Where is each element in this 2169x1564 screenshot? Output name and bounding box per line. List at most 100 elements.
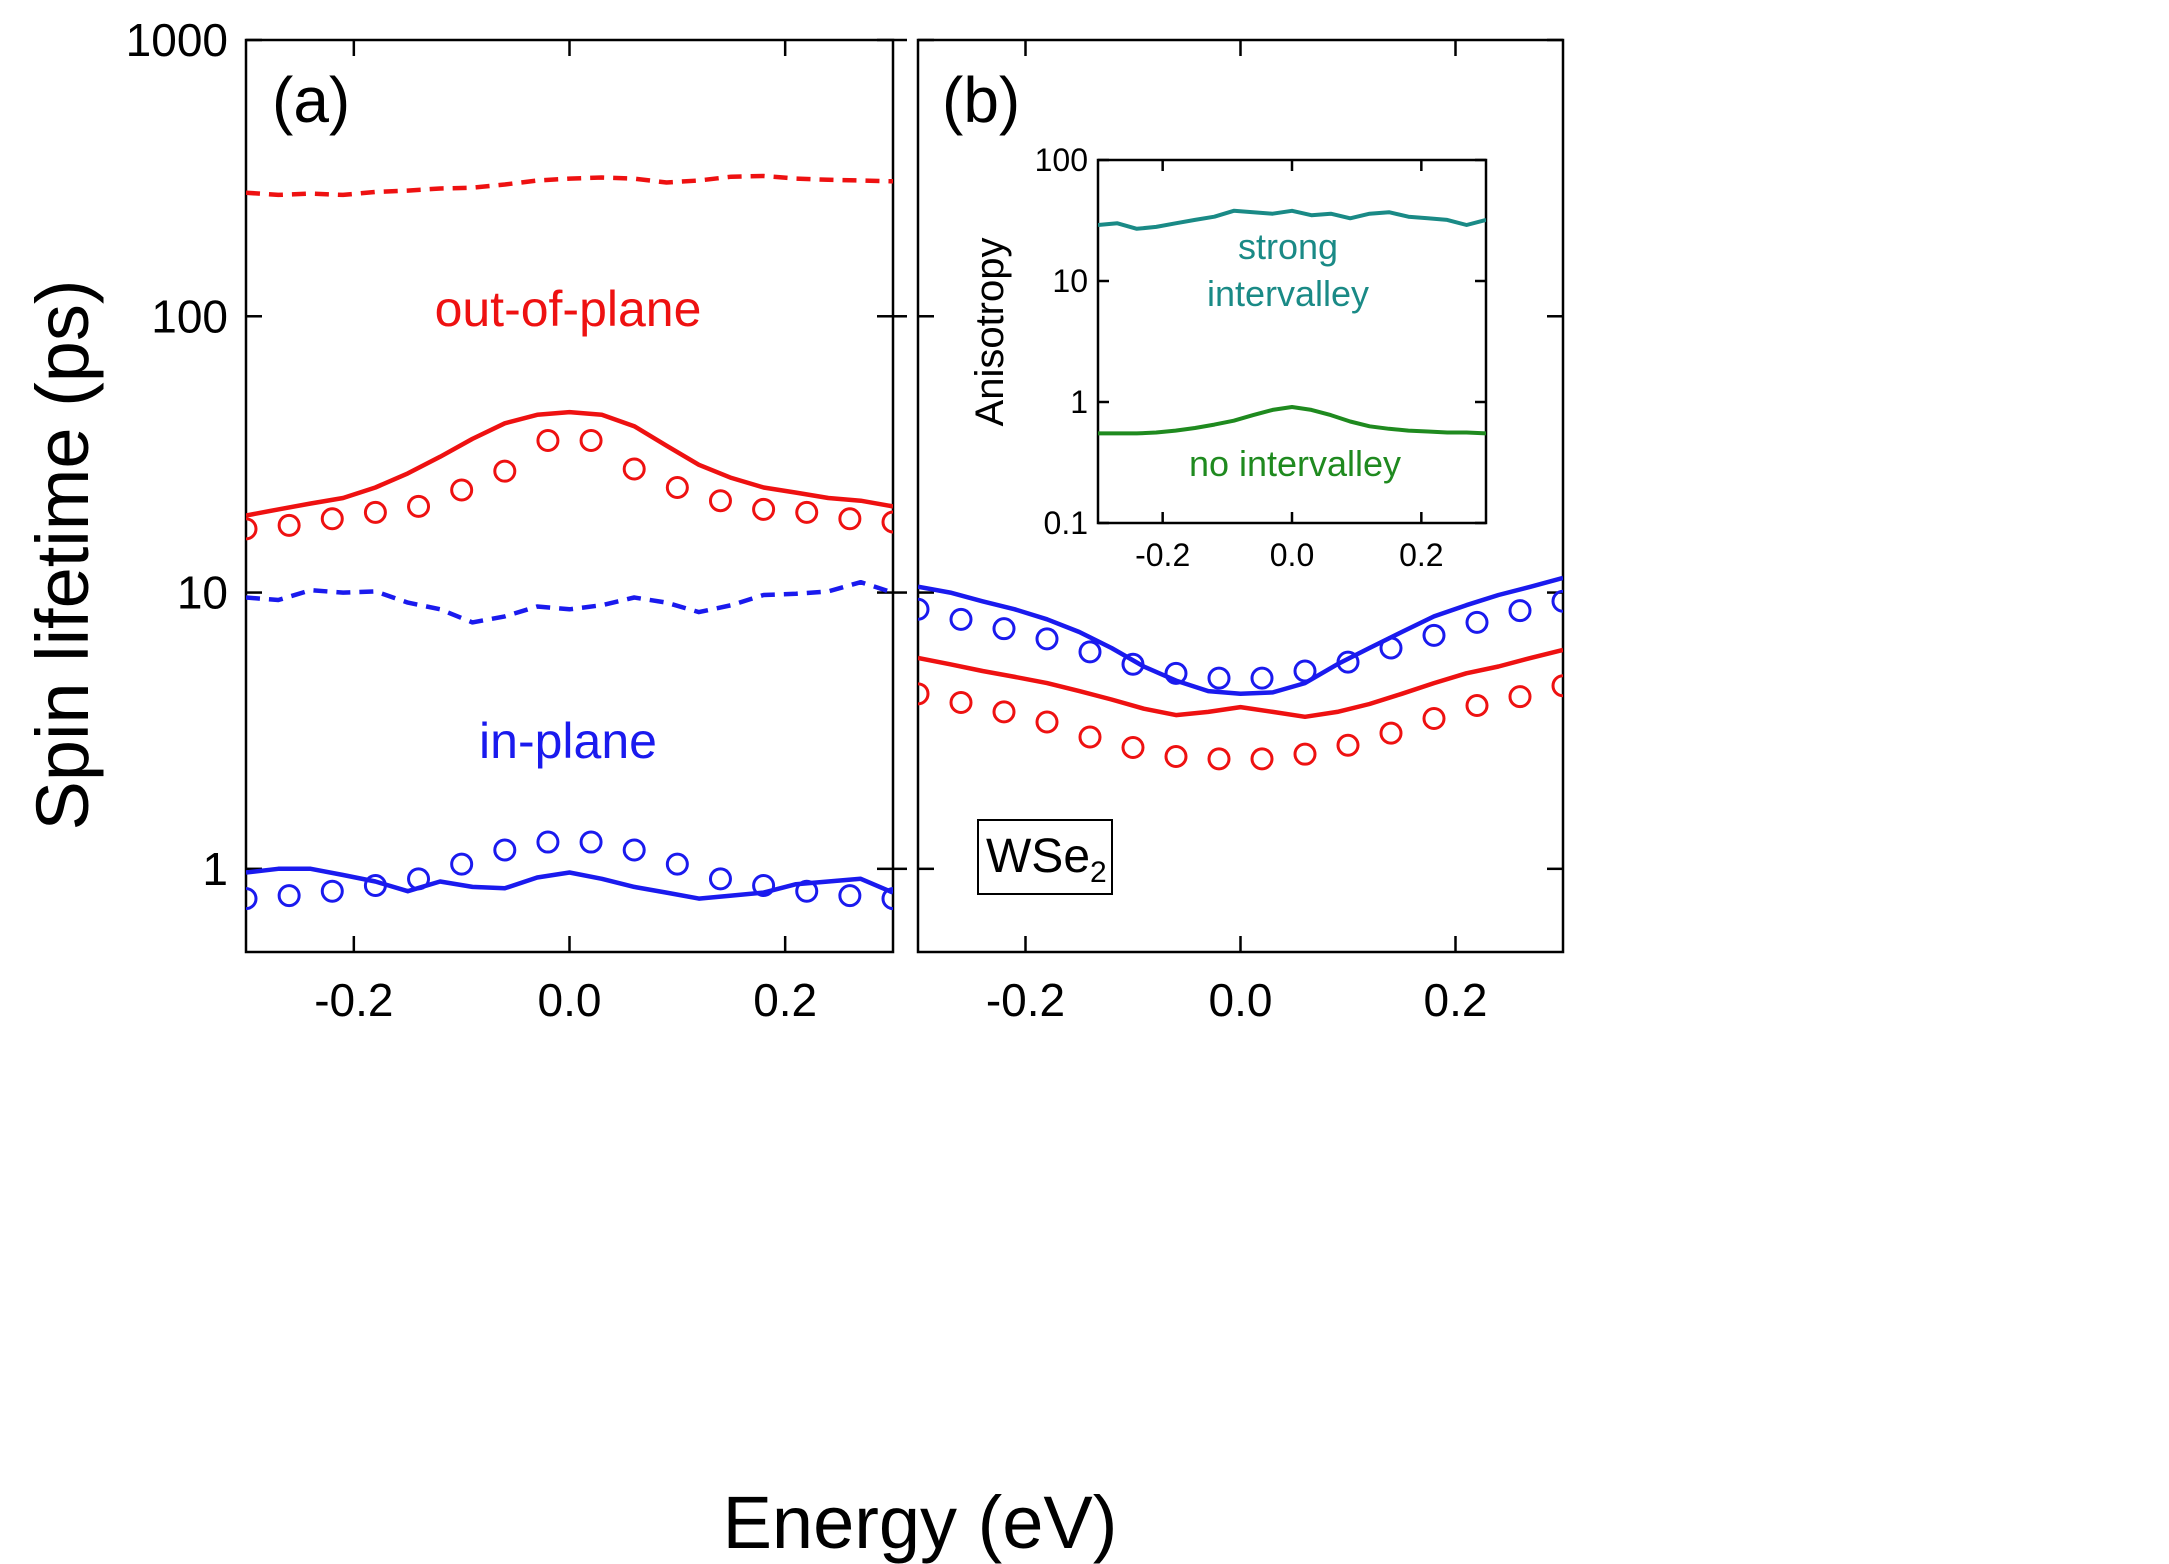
plot-area-1 bbox=[918, 575, 1563, 771]
marker-0-out-of-plane-circles-7 bbox=[536, 429, 560, 453]
annotation-in-plane: in-plane bbox=[479, 713, 657, 769]
marker-0-out-of-plane-circles-4 bbox=[407, 494, 431, 518]
marker-0-out-of-plane-circles-11 bbox=[708, 489, 732, 513]
inset-annotation-intervalley: intervalley bbox=[1207, 273, 1369, 314]
marker-1-in-plane-circles-1 bbox=[949, 607, 973, 631]
panel-a: -0.2 0.0 0.2 1 10 100 1000 bbox=[126, 14, 907, 1026]
marker-0-out-of-plane-circles-5 bbox=[450, 478, 474, 502]
line-2-no-intervalley bbox=[1098, 405, 1486, 436]
marker-1-in-plane-circles-15 bbox=[1551, 589, 1563, 613]
marker-0-in-plane-circles-1 bbox=[277, 884, 301, 908]
y-tick-label-2-2: 10 bbox=[1052, 263, 1088, 299]
marker-0-in-plane-circles-5 bbox=[450, 852, 474, 876]
marker-0-out-of-plane-circles-14 bbox=[838, 507, 862, 531]
material-label: WSe2 bbox=[986, 830, 1107, 889]
marker-0-in-plane-circles-14 bbox=[838, 884, 862, 908]
inset-y-axis-title: Anisotropy bbox=[968, 238, 1012, 427]
x-tick-label-0-0: -0.2 bbox=[314, 974, 393, 1026]
marker-1-out-of-plane-circles-2 bbox=[992, 700, 1016, 724]
marker-0-out-of-plane-circles-9 bbox=[622, 457, 646, 481]
y-tick-label-2-3: 100 bbox=[1035, 142, 1088, 178]
marker-0-in-plane-circles-15 bbox=[881, 887, 893, 911]
marker-1-in-plane-circles-0 bbox=[918, 597, 930, 621]
line-0-in-plane-dashed bbox=[246, 579, 893, 625]
marker-0-out-of-plane-circles-8 bbox=[579, 429, 603, 453]
marker-1-in-plane-circles-5 bbox=[1121, 652, 1145, 676]
y-tick-label-0-3: 1000 bbox=[126, 14, 228, 66]
marker-0-out-of-plane-circles-15 bbox=[881, 510, 893, 534]
marker-1-in-plane-circles-13 bbox=[1465, 610, 1489, 634]
marker-0-out-of-plane-circles-0 bbox=[246, 517, 258, 541]
x-tick-label-2-2: 0.2 bbox=[1399, 537, 1443, 573]
marker-0-in-plane-circles-12 bbox=[752, 874, 776, 898]
marker-1-out-of-plane-circles-12 bbox=[1422, 707, 1446, 731]
x-tick-label-2-1: 0.0 bbox=[1270, 537, 1314, 573]
x-tick-label-2-0: -0.2 bbox=[1135, 537, 1190, 573]
annotation-out-of-plane: out-of-plane bbox=[435, 281, 702, 337]
marker-1-out-of-plane-circles-10 bbox=[1336, 733, 1360, 757]
y-axis-title: Spin lifetime (ps) bbox=[21, 279, 104, 830]
marker-1-out-of-plane-circles-5 bbox=[1121, 735, 1145, 759]
y-tick-label-2-0: 0.1 bbox=[1044, 505, 1088, 541]
marker-0-out-of-plane-circles-1 bbox=[277, 513, 301, 537]
x-axis-title: Energy (eV) bbox=[723, 1481, 1118, 1564]
marker-0-in-plane-circles-6 bbox=[493, 838, 517, 862]
marker-0-in-plane-circles-11 bbox=[708, 867, 732, 891]
marker-0-in-plane-circles-0 bbox=[246, 887, 258, 911]
marker-0-in-plane-circles-7 bbox=[536, 830, 560, 854]
marker-1-out-of-plane-circles-1 bbox=[949, 690, 973, 714]
marker-1-out-of-plane-circles-11 bbox=[1379, 721, 1403, 745]
marker-0-in-plane-circles-8 bbox=[579, 830, 603, 854]
marker-1-out-of-plane-circles-15 bbox=[1551, 674, 1563, 698]
inset-panel: -0.2 0.0 0.2 0.1 1 10 100 bbox=[1035, 142, 1488, 573]
marker-0-out-of-plane-circles-13 bbox=[795, 500, 819, 524]
marker-1-in-plane-circles-2 bbox=[992, 617, 1016, 641]
marker-1-out-of-plane-circles-13 bbox=[1465, 694, 1489, 718]
material-label-base: WSe bbox=[986, 830, 1090, 883]
marker-1-in-plane-circles-12 bbox=[1422, 623, 1446, 647]
marker-1-in-plane-circles-11 bbox=[1379, 636, 1403, 660]
marker-0-out-of-plane-circles-10 bbox=[665, 476, 689, 500]
panel-b: -0.2 0.0 0.2 bbox=[916, 38, 1565, 1026]
material-label-subscript: 2 bbox=[1090, 856, 1107, 889]
marker-1-in-plane-circles-8 bbox=[1250, 666, 1274, 690]
plot-area-2 bbox=[1098, 208, 1486, 436]
marker-1-in-plane-circles-3 bbox=[1035, 627, 1059, 651]
marker-1-out-of-plane-circles-0 bbox=[918, 682, 930, 706]
marker-1-in-plane-circles-10 bbox=[1336, 650, 1360, 674]
marker-0-in-plane-circles-9 bbox=[622, 838, 646, 862]
marker-1-out-of-plane-circles-3 bbox=[1035, 710, 1059, 734]
y-tick-label-0-0: 1 bbox=[202, 843, 228, 895]
panel-a-label: (a) bbox=[272, 64, 350, 136]
marker-0-in-plane-circles-3 bbox=[363, 874, 387, 898]
inset-annotation-no-intervalley: no intervalley bbox=[1189, 443, 1401, 484]
y-tick-label-0-2: 100 bbox=[151, 290, 228, 342]
x-tick-label-1-0: -0.2 bbox=[986, 974, 1065, 1026]
marker-0-out-of-plane-circles-3 bbox=[363, 500, 387, 524]
y-tick-label-0-1: 10 bbox=[177, 567, 228, 619]
x-tick-label-0-1: 0.0 bbox=[538, 974, 602, 1026]
x-tick-label-1-2: 0.2 bbox=[1424, 974, 1488, 1026]
inset-annotation-strong: strong bbox=[1238, 226, 1338, 267]
marker-0-in-plane-circles-4 bbox=[407, 867, 431, 891]
marker-0-in-plane-circles-10 bbox=[665, 852, 689, 876]
y-tick-label-2-1: 1 bbox=[1070, 384, 1088, 420]
line-2-strong-intervalley bbox=[1098, 208, 1486, 231]
marker-0-in-plane-circles-13 bbox=[795, 879, 819, 903]
line-1-out-of-plane-solid bbox=[918, 647, 1563, 720]
x-tick-label-1-1: 0.0 bbox=[1209, 974, 1273, 1026]
line-1-in-plane-solid bbox=[918, 575, 1563, 697]
line-0-in-plane-solid bbox=[246, 866, 893, 901]
marker-1-in-plane-circles-6 bbox=[1164, 661, 1188, 685]
marker-0-out-of-plane-circles-2 bbox=[320, 507, 344, 531]
marker-0-out-of-plane-circles-6 bbox=[493, 459, 517, 483]
marker-1-out-of-plane-circles-7 bbox=[1207, 747, 1231, 771]
line-0-out-of-plane-solid bbox=[246, 409, 893, 518]
marker-1-out-of-plane-circles-6 bbox=[1164, 745, 1188, 769]
marker-1-in-plane-circles-7 bbox=[1207, 666, 1231, 690]
marker-0-in-plane-circles-2 bbox=[320, 879, 344, 903]
marker-1-out-of-plane-circles-4 bbox=[1078, 725, 1102, 749]
material-label-box bbox=[977, 819, 1113, 895]
plot-area-0 bbox=[246, 173, 893, 911]
